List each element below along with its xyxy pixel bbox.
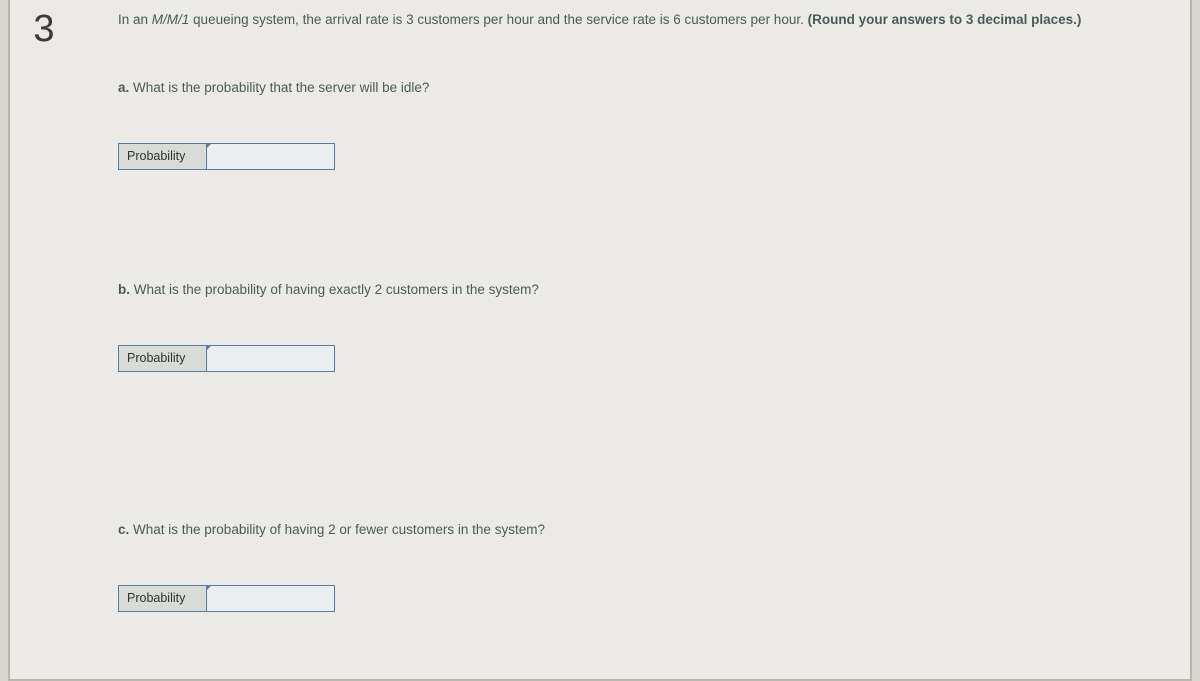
part-c-answer-cell[interactable] (207, 585, 335, 611)
question-content: In an M/M/1 queueing system, the arrival… (118, 0, 1150, 612)
part-a-text: What is the probability that the server … (129, 80, 429, 95)
part-c-prompt: c. What is the probability of having 2 o… (118, 522, 1150, 537)
part-b-text: What is the probability of having exactl… (130, 282, 539, 297)
question-intro: In an M/M/1 queueing system, the arrival… (118, 10, 1150, 30)
part-c: c. What is the probability of having 2 o… (118, 522, 1150, 612)
cell-marker-icon (207, 345, 212, 350)
part-b-answer-cell[interactable] (207, 345, 335, 371)
part-c-answer-label: Probability (119, 585, 207, 611)
part-c-input[interactable] (207, 586, 334, 611)
part-a-input[interactable] (207, 144, 334, 169)
intro-mid: queueing system, the arrival rate is 3 c… (189, 12, 807, 27)
intro-bold: (Round your answers to 3 decimal places.… (808, 12, 1082, 27)
intro-prefix: In an (118, 12, 152, 27)
part-a: a. What is the probability that the serv… (118, 80, 1150, 170)
table-row: Probability (119, 345, 335, 371)
part-a-answer-table: Probability (118, 143, 335, 170)
intro-italic: M/M/1 (152, 12, 190, 27)
table-row: Probability (119, 585, 335, 611)
part-b: b. What is the probability of having exa… (118, 282, 1150, 372)
part-a-answer-label: Probability (119, 143, 207, 169)
part-c-answer-table: Probability (118, 585, 335, 612)
part-a-prompt: a. What is the probability that the serv… (118, 80, 1150, 95)
question-page: 3 In an M/M/1 queueing system, the arriv… (8, 0, 1192, 681)
cell-marker-icon (207, 143, 212, 148)
part-c-letter: c. (118, 522, 129, 537)
part-b-prompt: b. What is the probability of having exa… (118, 282, 1150, 297)
part-b-answer-label: Probability (119, 345, 207, 371)
part-b-input[interactable] (207, 346, 334, 371)
part-b-letter: b. (118, 282, 130, 297)
cell-marker-icon (207, 585, 212, 590)
table-row: Probability (119, 143, 335, 169)
part-a-answer-cell[interactable] (207, 143, 335, 169)
part-c-text: What is the probability of having 2 or f… (129, 522, 545, 537)
part-b-answer-table: Probability (118, 345, 335, 372)
part-a-letter: a. (118, 80, 129, 95)
question-number: 3 (20, 5, 68, 53)
